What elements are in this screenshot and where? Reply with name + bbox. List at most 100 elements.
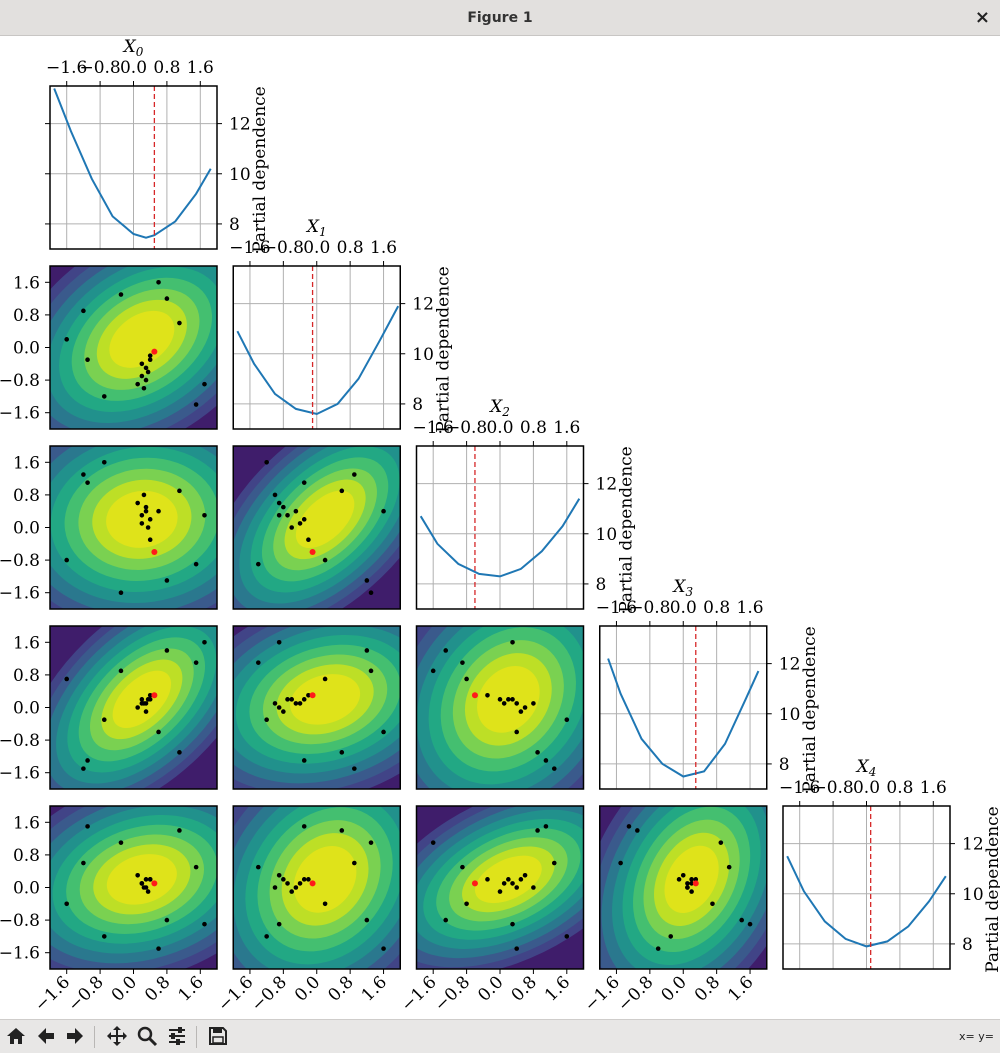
x-tick-label: −0.8 [614,972,657,1015]
axes-frame [782,805,951,970]
sample-point [543,824,549,829]
contour-plot-4-1: −1.6−0.8 0.0 0.8 1.6 [214,805,401,1016]
x-tick-label: 0.8 [508,972,541,1005]
y-tick-label: 12 [412,295,434,315]
sample-point [626,824,632,829]
sample-point [518,877,524,882]
contour-plot-4-0: −1.6−0.80.00.81.6−1.6−0.8 0.0 0.8 1.6 [0,805,218,1016]
sample-point [655,946,661,951]
sample-point [276,705,282,710]
sample-point [368,668,374,674]
x-tick-label: −1.6 [229,238,270,258]
dim-title: X0 [122,37,144,59]
sample-point [464,901,469,907]
contour-level-9 [106,854,177,905]
sample-point [322,901,328,907]
home-icon[interactable] [3,1023,29,1049]
sample-point [551,860,557,866]
x-tick-label: −1.6 [31,972,74,1015]
y-tick-label: 1.6 [13,273,40,293]
x-tick-label: 1.6 [187,58,214,78]
sample-point [156,946,161,951]
sample-points [430,824,570,951]
save-icon[interactable] [205,1023,231,1049]
sample-point [139,361,145,367]
ylabel-partial-dependence: Partial dependence [983,806,1000,973]
sample-points [255,824,386,951]
sample-point [193,561,199,567]
sample-point [177,488,182,494]
y-tick-label: 0.0 [13,339,40,359]
y-tick-label: 0.8 [13,846,40,866]
contour-fill [233,446,401,609]
sample-point [64,901,69,907]
y-tick-label: 1.6 [13,633,40,653]
x-tick-label: −1.6 [46,58,87,78]
sample-point [689,877,694,882]
sample-point [306,877,311,882]
sample-point [680,872,686,878]
sample-point [285,512,290,518]
sample-point [202,921,207,927]
sliders-icon[interactable] [164,1023,190,1049]
sample-point [118,292,124,297]
sample-point [322,557,328,563]
sample-point [510,881,515,886]
ylabel-partial-dependence: Partial dependence [250,86,270,253]
sample-point [564,717,570,723]
y-tick-label: 10 [962,885,984,905]
sample-point [81,766,86,771]
x-tick-label: −0.8 [64,972,107,1015]
sample-point [135,705,140,710]
y-tick-label: 1.6 [13,453,40,473]
y-tick-label: −1.6 [0,404,40,424]
sample-point [281,709,286,714]
sample-point [464,676,469,682]
sample-point [618,860,623,866]
contour-plot-2-1 [232,445,401,610]
sample-point [141,492,147,498]
sample-point [135,872,140,878]
sample-point [289,889,295,894]
x-tick-label: 0.0 [658,972,691,1005]
sample-point [301,517,307,522]
minimum-point [151,692,158,699]
sample-point [531,885,536,890]
navigation-toolbar: x= y= [0,1019,1000,1053]
y-tick-label: 10 [779,705,801,725]
y-tick-label: 0.0 [13,879,40,899]
x-tick-label: −0.8 [446,418,487,438]
axes-frame [415,445,585,610]
sample-point [689,881,694,886]
arrow-left-icon[interactable] [33,1023,59,1049]
sample-point [514,729,519,735]
cursor-coordinates: x= y= [959,1030,994,1043]
sample-point [281,877,286,882]
sample-point [81,472,86,477]
sample-point [101,394,107,399]
sample-point [301,758,307,763]
contour-plot-3-1 [232,625,401,790]
arrow-right-icon[interactable] [62,1023,88,1049]
sample-point [276,640,282,645]
sample-point [64,676,69,682]
sample-point [293,701,299,706]
sample-point [531,701,536,706]
sample-point [306,692,311,698]
x-tick-label: 0.8 [141,972,174,1005]
sample-point [564,934,570,939]
x-tick-label: 0.8 [703,598,730,618]
sample-point [264,460,269,465]
close-icon[interactable]: × [974,7,990,28]
move-icon[interactable] [104,1023,130,1049]
contour-plot-3-2 [415,625,585,790]
sample-point [281,504,286,510]
y-tick-label: 0.8 [13,486,40,506]
sample-point [101,934,107,939]
sample-point [156,280,161,285]
sample-point [147,517,153,522]
sample-point [276,921,282,927]
sample-point [177,750,182,755]
zoom-icon[interactable] [134,1023,160,1049]
